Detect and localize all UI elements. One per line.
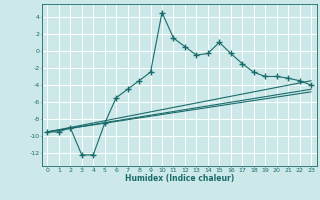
X-axis label: Humidex (Indice chaleur): Humidex (Indice chaleur) (124, 174, 234, 183)
